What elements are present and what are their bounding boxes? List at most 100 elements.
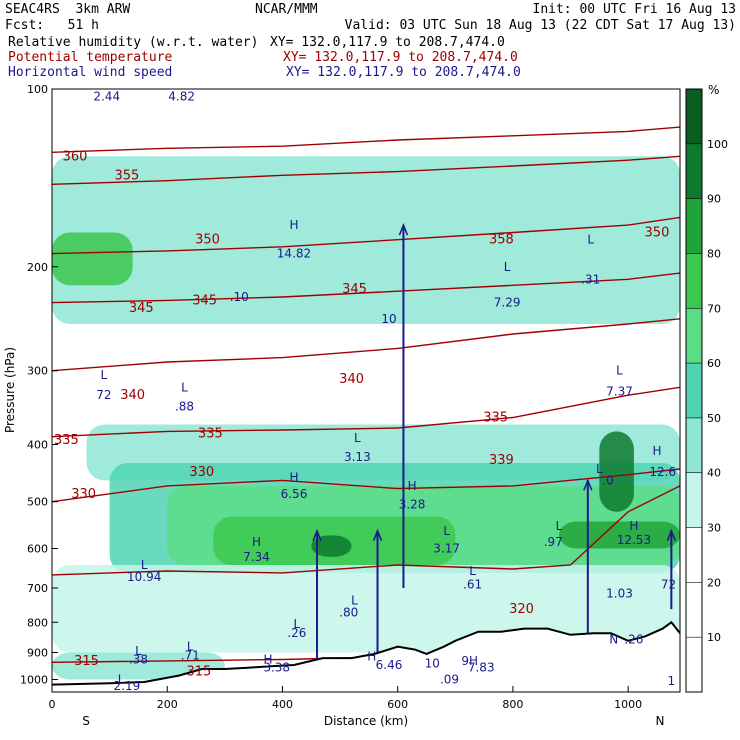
colorbar-segment-3 <box>686 472 702 528</box>
hl-label-48: H <box>367 650 376 664</box>
colorbar-segment-0 <box>686 637 702 692</box>
theta-label-17: 360 <box>63 149 88 164</box>
hl-label-23: .0 <box>602 473 613 487</box>
hl-label-36: 1.03 <box>606 586 633 600</box>
colorbar-segment-6 <box>686 308 702 364</box>
org-name: NCAR/MMM <box>255 2 318 17</box>
hl-label-8: L <box>504 260 511 274</box>
hl-label-49: 6.46 <box>376 658 403 672</box>
field-name-theta: Potential temperature <box>8 50 173 65</box>
y-tick-label-0: 100 <box>27 83 48 96</box>
y-tick-label-9: 1000 <box>20 673 48 686</box>
terrain-line <box>52 620 680 686</box>
hl-label-4: H <box>289 218 298 232</box>
colorbar-label-6: 70 <box>707 302 721 315</box>
theta-label-10: 340 <box>339 372 364 387</box>
hl-label-17: 6.56 <box>281 487 308 501</box>
hl-label-37: 72 <box>661 577 676 591</box>
wind-arrowhead-4 <box>666 528 677 542</box>
hl-label-13: 7.37 <box>606 384 633 398</box>
x-tick-label-0: 0 <box>49 698 56 711</box>
hl-label-53: 7.83 <box>468 661 495 675</box>
colorbar: 10 20 30 40 50 60 70 80 90 100 <box>685 88 728 693</box>
hl-label-30: H <box>252 535 261 549</box>
rh-band-1 <box>52 232 133 286</box>
theta-contour-340-4 <box>52 318 680 372</box>
hl-label-35: .61 <box>463 577 482 591</box>
theta-label-3: 330 <box>71 487 96 502</box>
hl-label-43: .26 <box>624 632 643 646</box>
theta-label-5: 335 <box>54 433 79 448</box>
hl-label-58: 2.44 <box>93 90 120 104</box>
hl-label-2: L <box>181 380 188 394</box>
x-tick-label-3: 600 <box>387 698 408 711</box>
hl-label-7: 10 <box>381 312 396 326</box>
colorbar-label-2: 30 <box>707 522 721 535</box>
theta-label-13: 345 <box>342 282 367 297</box>
init-time: Init: 00 UTC Fri 16 Aug 13 <box>532 2 737 17</box>
rh-band-7 <box>559 521 680 549</box>
terrain-layer <box>52 620 680 692</box>
theta-contour-layer <box>52 126 680 663</box>
theta-contour-335-3 <box>52 386 680 438</box>
hl-label-31: 7.34 <box>243 550 270 564</box>
theta-label-14: 350 <box>195 233 220 248</box>
x-end-label-south: S <box>82 714 90 728</box>
hl-label-41: .26 <box>287 626 306 640</box>
field-name-rh: Relative humidity (w.r.t. water) <box>8 35 259 50</box>
hl-label-59: 4.82 <box>168 90 195 104</box>
colorbar-label-0: 10 <box>707 631 721 644</box>
hl-label-44: L <box>187 640 194 654</box>
plot-frame <box>51 88 681 693</box>
field-xy-theta: XY= 132.0,117.9 to 208.7,474.0 <box>283 50 518 65</box>
field-xy-wind: XY= 132.0,117.9 to 208.7,474.0 <box>286 65 521 80</box>
hl-label-5: 14.82 <box>277 247 311 261</box>
hl-label-32: L <box>141 558 148 572</box>
hl-label-57: 2.19 <box>114 679 141 693</box>
terrain-fill <box>52 622 680 692</box>
hl-label-14: L <box>354 431 361 445</box>
theta-contour-320-1 <box>52 485 680 576</box>
axis-layer: 0 200 400 600 800 1000 100 200 300 400 500 600 700 80… <box>20 83 642 711</box>
hl-label-39: .80 <box>339 605 358 619</box>
theta-label-6: 335 <box>198 426 223 441</box>
x-axis-label: Distance (km) <box>324 714 408 728</box>
theta-label-11: 345 <box>129 301 154 316</box>
hl-label-16: H <box>289 471 298 485</box>
hl-label-24: L <box>443 524 450 538</box>
y-tick-label-7: 800 <box>27 616 48 629</box>
hl-label-11: .31 <box>581 272 600 286</box>
colorbar-segment-10 <box>686 89 702 144</box>
colorbar-segment-5 <box>686 363 702 418</box>
y-tick-label-3: 400 <box>27 439 48 452</box>
theta-contour-345-5 <box>52 272 680 304</box>
hl-label-45: .71 <box>181 648 200 662</box>
y-tick-label-6: 700 <box>27 582 48 595</box>
theta-label-15: 350 <box>645 226 670 241</box>
colorbar-label-4: 50 <box>707 412 721 425</box>
y-axis-label: Pressure (hPa) <box>3 347 17 433</box>
field-xy-rh: XY= 132.0,117.9 to 208.7,474.0 <box>270 35 505 50</box>
y-tick-label-4: 500 <box>27 496 48 509</box>
colorbar-label-5: 60 <box>707 357 721 370</box>
theta-contour-330-2 <box>52 468 680 503</box>
hl-label-21: 12.6 <box>649 465 676 479</box>
x-tick-label-2: 400 <box>272 698 293 711</box>
colorbar-label-3: 40 <box>707 467 721 480</box>
colorbar-segment-8 <box>686 198 702 254</box>
hl-label-10: L <box>587 233 594 247</box>
colorbar-segment-7 <box>686 253 702 309</box>
forecast-hour: Fcst: 51 h <box>5 18 99 33</box>
hl-label-29: 12.53 <box>617 533 651 547</box>
hl-label-28: H <box>629 519 638 533</box>
hl-label-47: .38 <box>129 652 148 666</box>
hl-label-20: H <box>652 444 661 458</box>
x-end-label-north: N <box>656 714 665 728</box>
hl-label-6: .10 <box>230 290 249 304</box>
model-name: SEAC4RS 3km ARW <box>5 2 131 17</box>
field-name-wind: Horizontal wind speed <box>8 65 173 80</box>
y-tick-label-1: 200 <box>27 261 48 274</box>
hl-label-1: 72 <box>96 388 111 402</box>
hl-label-50: H <box>264 652 273 666</box>
